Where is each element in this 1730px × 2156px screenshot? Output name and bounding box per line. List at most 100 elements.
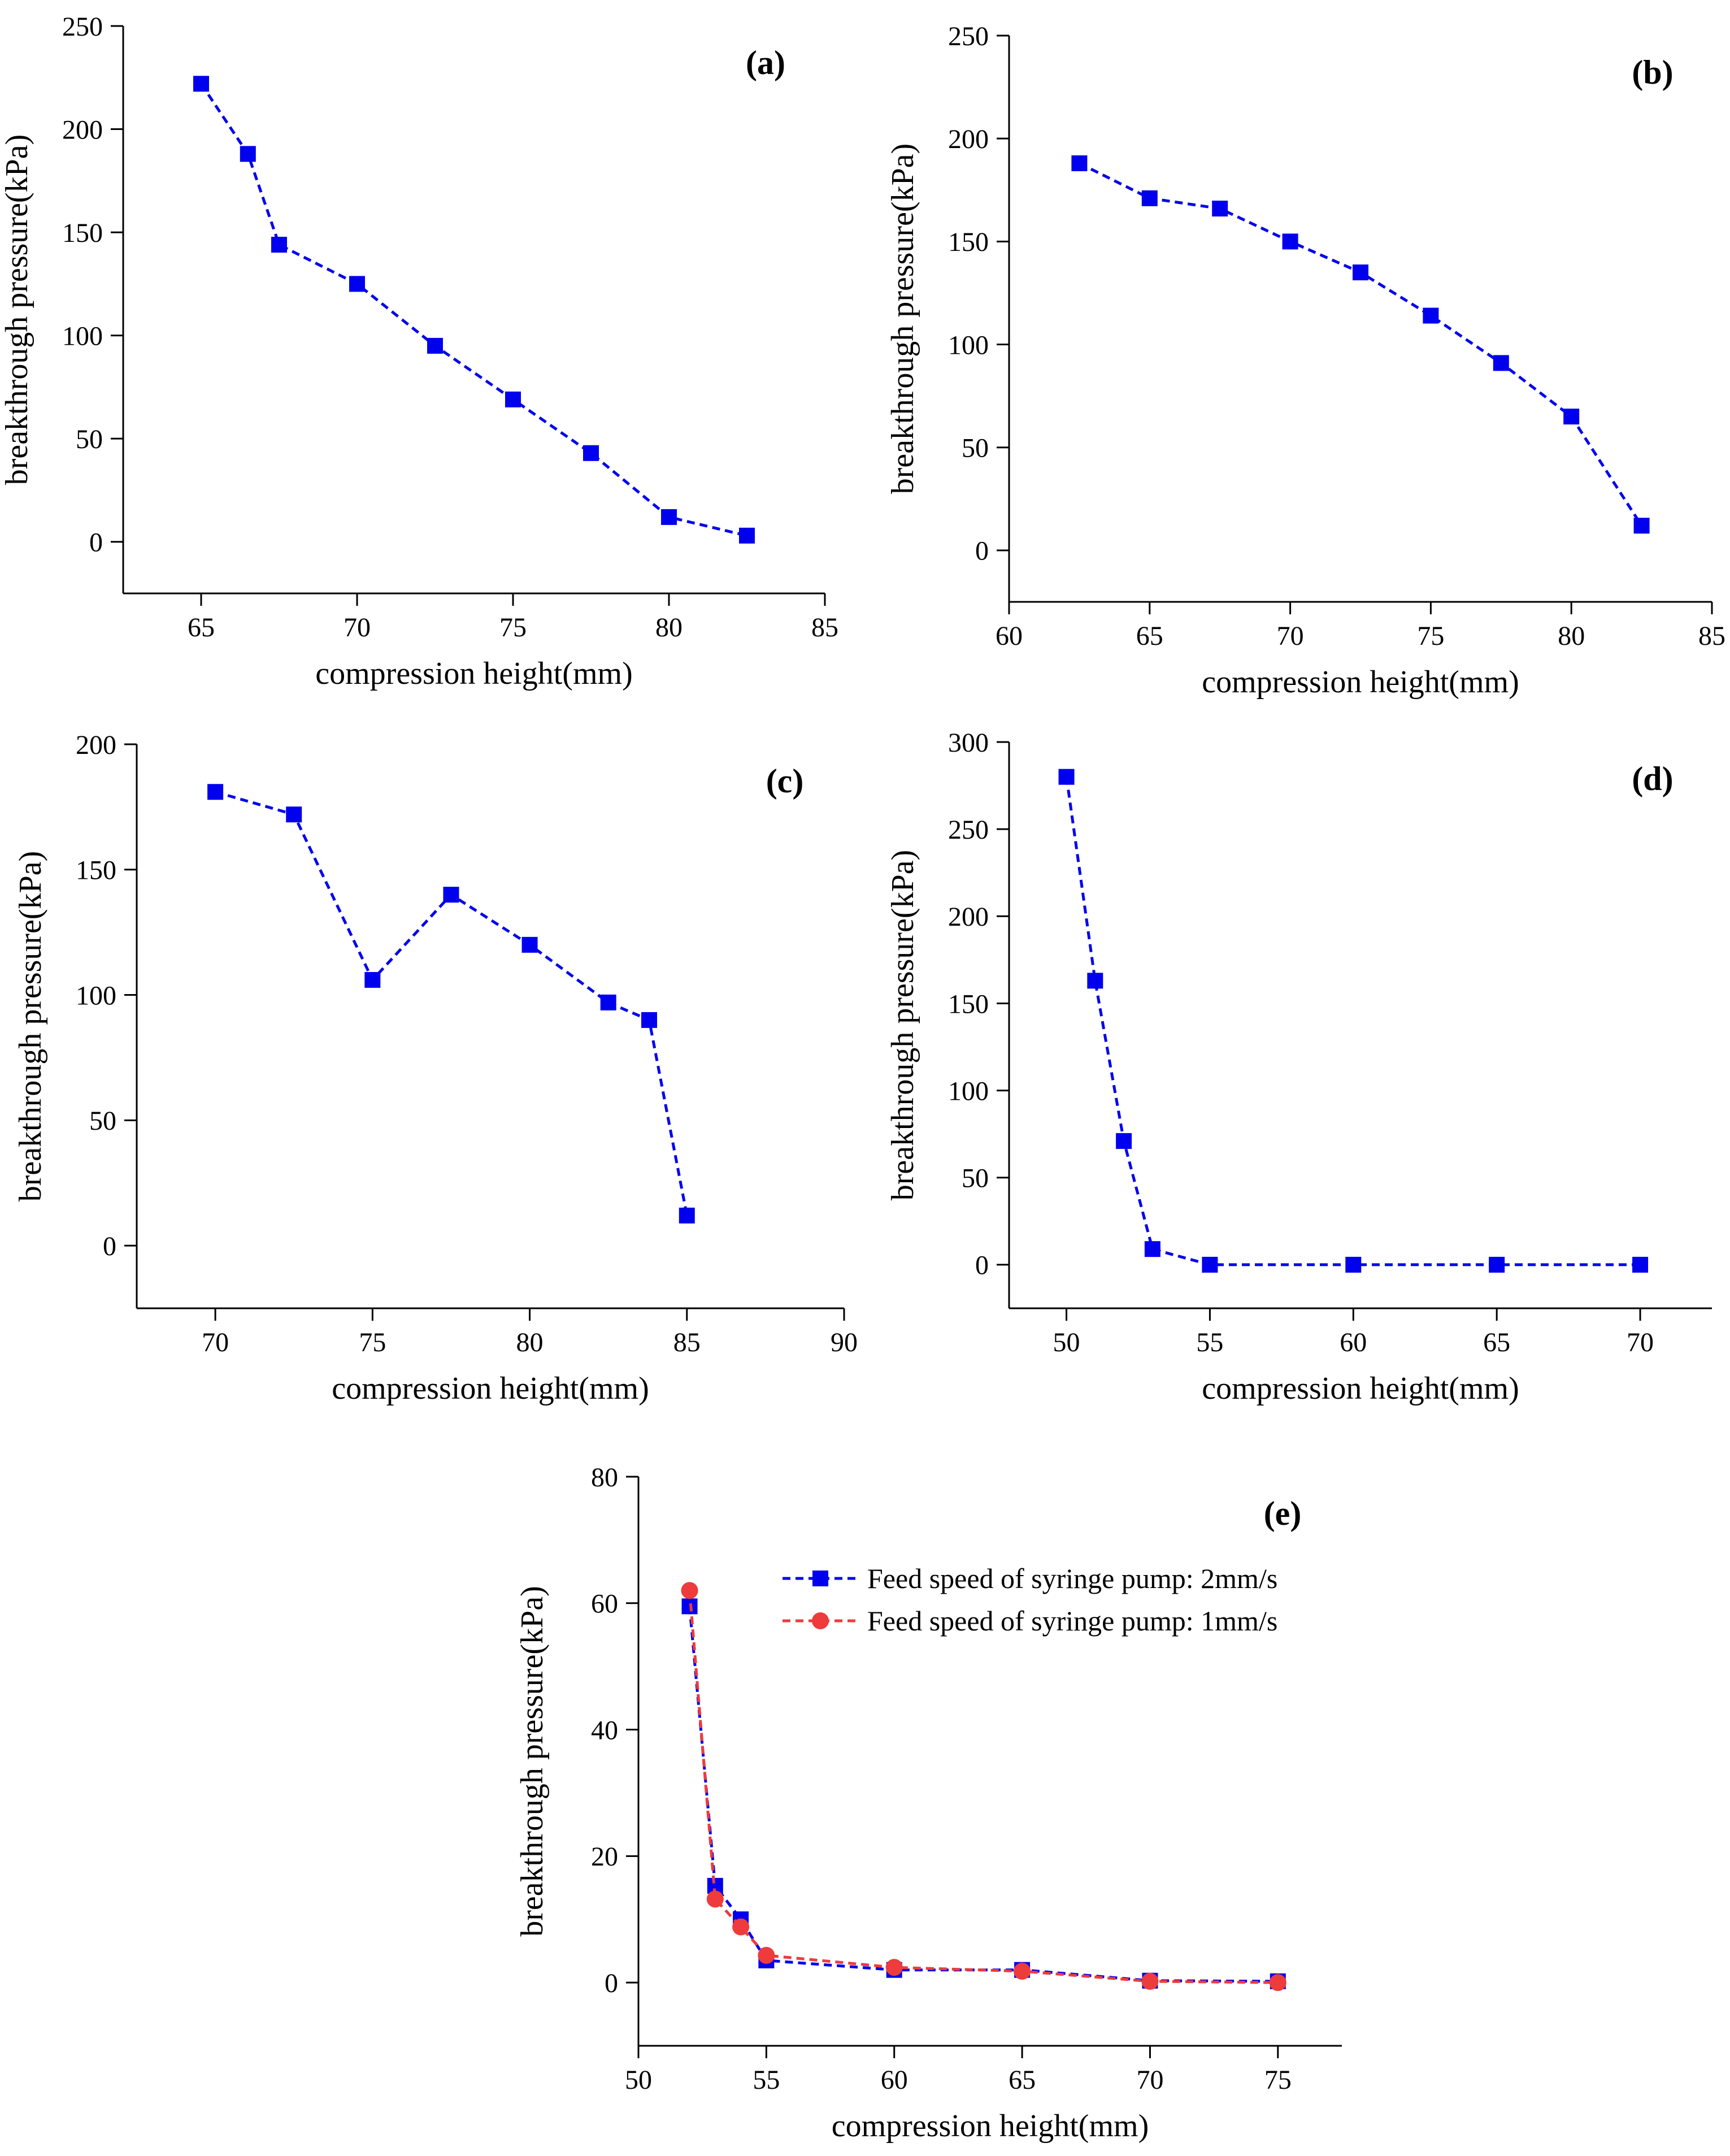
x-axis-label: compression height(mm) — [315, 656, 632, 691]
legend-item: Feed speed of syringe pump: 2mm/s — [783, 1563, 1277, 1594]
x-tick-label: 80 — [516, 1328, 544, 1357]
panel-label: (b) — [1632, 54, 1673, 91]
y-tick-label: 250 — [62, 12, 103, 42]
data-point — [1489, 1256, 1505, 1273]
y-tick-label: 150 — [948, 227, 989, 257]
x-tick-label: 80 — [655, 613, 683, 643]
data-point — [1087, 973, 1103, 989]
y-tick-label: 100 — [948, 1076, 989, 1106]
y-tick-label: 300 — [948, 728, 989, 758]
x-tick-label: 50 — [625, 2065, 652, 2095]
x-tick-label: 75 — [1417, 621, 1444, 651]
data-point — [681, 1582, 698, 1599]
data-point — [1058, 769, 1075, 785]
data-point — [1202, 1256, 1218, 1273]
y-tick-label: 250 — [948, 21, 989, 51]
chart-panel: 50 55 60 65 70 75 0 20 40 60 80 compression height(… — [515, 1463, 1342, 2144]
y-tick-label: 0 — [975, 1251, 989, 1281]
y-tick-label: 50 — [962, 433, 989, 463]
y-tick-label: 200 — [62, 115, 103, 145]
data-point — [443, 887, 459, 903]
x-tick-label: 85 — [811, 613, 838, 643]
x-axis-label: compression height(mm) — [332, 1371, 649, 1406]
data-point — [240, 146, 256, 162]
x-tick-label: 65 — [188, 613, 215, 643]
data-point — [1423, 307, 1439, 324]
data-point — [679, 1207, 695, 1224]
x-tick-label: 65 — [1009, 2065, 1036, 2095]
data-point — [1212, 201, 1228, 217]
data-point — [271, 236, 287, 253]
y-tick-label: 0 — [975, 536, 989, 566]
legend-label: Feed speed of syringe pump: 2mm/s — [867, 1563, 1277, 1594]
data-point — [641, 1012, 658, 1028]
panel-label: (c) — [766, 762, 804, 800]
x-tick-label: 90 — [831, 1328, 858, 1357]
y-tick-label: 40 — [591, 1715, 618, 1745]
chart-panel: 60 65 70 75 80 85 0 50 100 150 200 250 compression h… — [885, 21, 1725, 700]
data-point — [207, 784, 224, 800]
data-point — [758, 1946, 775, 1964]
data-point — [521, 936, 538, 953]
legend-label: Feed speed of syringe pump: 1mm/s — [867, 1605, 1277, 1637]
y-tick-label: 200 — [76, 730, 116, 760]
x-tick-label: 55 — [753, 2065, 780, 2095]
data-point — [1116, 1133, 1132, 1149]
chart-panel: 70 75 80 85 90 0 50 100 150 200 compression height… — [13, 730, 858, 1406]
data-point — [1345, 1256, 1362, 1273]
y-tick-label: 50 — [76, 424, 103, 454]
data-point — [193, 76, 209, 92]
y-tick-label: 50 — [89, 1106, 116, 1136]
y-tick-label: 200 — [948, 124, 989, 154]
y-tick-label: 100 — [76, 981, 116, 1010]
x-tick-label: 65 — [1136, 621, 1163, 651]
y-tick-label: 20 — [591, 1842, 618, 1872]
y-axis-label: breakthrough pressure(kPa) — [0, 135, 34, 485]
chart-panel: 50 55 60 65 70 0 50 100 150 200 250 300 compression … — [885, 728, 1712, 1406]
x-tick-label: 70 — [1136, 2065, 1163, 2095]
y-tick-label: 0 — [89, 528, 103, 558]
y-tick-label: 100 — [948, 330, 989, 360]
y-tick-label: 80 — [591, 1463, 618, 1493]
data-point — [1269, 1974, 1286, 1992]
y-tick-label: 150 — [76, 856, 116, 886]
series-line — [688, 1606, 1278, 1983]
x-tick-label: 75 — [499, 613, 527, 643]
data-point — [1071, 155, 1088, 171]
x-tick-label: 60 — [1340, 1328, 1367, 1357]
x-tick-label: 70 — [1277, 621, 1304, 651]
y-tick-label: 250 — [948, 815, 989, 845]
y-tick-label: 100 — [62, 321, 103, 351]
x-tick-label: 55 — [1196, 1328, 1223, 1357]
x-tick-label: 80 — [1558, 621, 1585, 651]
data-point — [1632, 1256, 1649, 1273]
legend-marker — [812, 1571, 828, 1586]
y-tick-label: 0 — [103, 1231, 116, 1261]
data-point — [739, 527, 755, 544]
data-point — [885, 1959, 903, 1976]
y-axis-label: breakthrough pressure(kPa) — [515, 1586, 550, 1936]
legend-marker — [812, 1612, 829, 1629]
x-tick-label: 75 — [359, 1328, 386, 1357]
chart-panel: 65 70 75 80 85 0 50 100 150 200 250 compression hei… — [0, 12, 838, 691]
y-tick-label: 200 — [948, 902, 989, 932]
x-tick-label: 70 — [1627, 1328, 1654, 1357]
data-point — [1353, 264, 1368, 281]
x-tick-label: 85 — [673, 1328, 701, 1357]
x-axis-label: compression height(mm) — [832, 2109, 1149, 2144]
series-line — [1079, 162, 1643, 527]
x-tick-label: 50 — [1053, 1328, 1080, 1357]
y-axis-label: breakthrough pressure(kPa) — [885, 144, 920, 494]
x-axis-label: compression height(mm) — [1202, 665, 1519, 700]
series-line — [1065, 776, 1641, 1266]
y-tick-label: 0 — [605, 1968, 618, 1998]
panel-label: (d) — [1632, 760, 1673, 797]
data-point — [1014, 1962, 1031, 1980]
y-axis-label: breakthrough pressure(kPa) — [885, 850, 920, 1200]
data-point — [661, 509, 677, 525]
data-point — [732, 1918, 750, 1936]
data-point — [600, 994, 616, 1010]
y-tick-label: 60 — [591, 1589, 618, 1619]
legend-item: Feed speed of syringe pump: 1mm/s — [783, 1605, 1277, 1637]
